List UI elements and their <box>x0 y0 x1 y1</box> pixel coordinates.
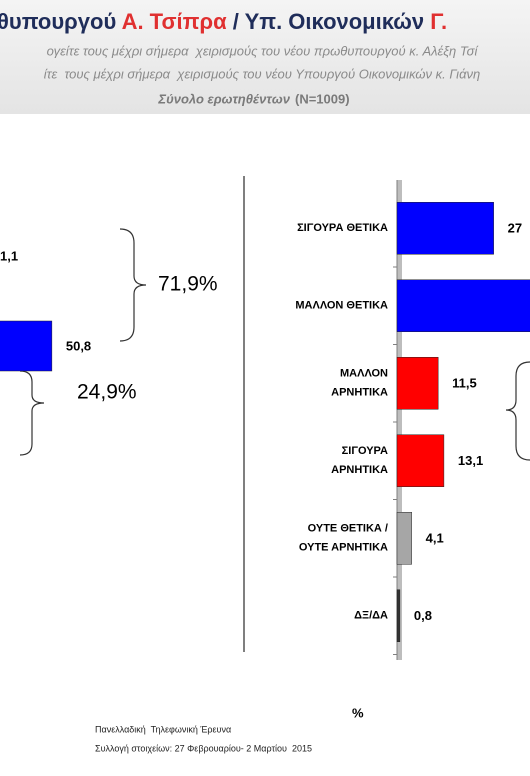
title-part: θυπουργού <box>0 9 122 34</box>
category-label: ΟΥΤΕ ΘΕΤΙΚΑ / <box>308 523 388 535</box>
category-label: ΣΙΓΟΥΡΑ <box>342 445 388 457</box>
header-band <box>0 0 530 114</box>
bar <box>396 357 439 410</box>
bar <box>396 512 412 565</box>
footer-note: Συλλογή στοιχείων: 27 Φεβρουαρίου- 2 Μαρ… <box>95 743 312 753</box>
axis-shadow <box>397 180 402 660</box>
title-part: Γ. <box>430 9 447 34</box>
bar <box>0 320 53 372</box>
footer-note: Πανελλαδική Τηλεφωνική Έρευνα <box>95 724 231 734</box>
category-label: ΜΑΛΛΟΝ ΘΕΤΙΚΑ <box>295 300 388 312</box>
bar <box>396 434 445 487</box>
bar <box>396 202 494 255</box>
bar <box>396 279 530 332</box>
group-total: 71,9% <box>158 273 218 296</box>
title: θυπουργού Α. Τσίπρα / Υπ. Οικονομικών Γ. <box>0 9 447 34</box>
bar <box>396 589 401 642</box>
group-total: 24,9% <box>77 381 137 404</box>
category-label: ΑΡΝΗΤΙΚΑ <box>331 387 388 399</box>
subtitle: ίτε τους μέχρι σήμερα χειρισμούς του νέο… <box>44 66 480 81</box>
value-label: 13,1 <box>458 453 483 468</box>
title-part: Α. Τσίπρα <box>122 9 228 34</box>
category-label: ΣΙΓΟΥΡΑ ΘΕΤΙΚΑ <box>297 222 388 234</box>
value-label: 50,8 <box>66 338 91 353</box>
base-n: (N=1009) <box>295 91 350 106</box>
category-label: ΟΥΤΕ ΑΡΝΗΤΙΚΑ <box>299 542 388 554</box>
bracket <box>505 361 530 461</box>
value-label: 1,1 <box>0 248 18 263</box>
base-label: Σύνολο ερωτηθέντων <box>157 91 290 106</box>
category-label: ΔΞ/ΔΑ <box>354 610 388 622</box>
category-label: ΑΡΝΗΤΙΚΑ <box>331 464 388 476</box>
bracket <box>19 370 45 456</box>
category-label: ΜΑΛΛΟΝ <box>340 368 388 380</box>
title-part: / Υπ. Οικονομικών <box>227 9 431 34</box>
bracket <box>119 228 147 342</box>
unit-label: % <box>352 705 364 720</box>
value-label: 27 <box>508 221 522 236</box>
value-label: 0,8 <box>414 608 432 623</box>
value-label: 11,5 <box>452 376 477 391</box>
value-label: 4,1 <box>426 531 444 546</box>
subtitle: ογείτε τους μέχρι σήμερα χειρισμούς του … <box>47 43 479 58</box>
